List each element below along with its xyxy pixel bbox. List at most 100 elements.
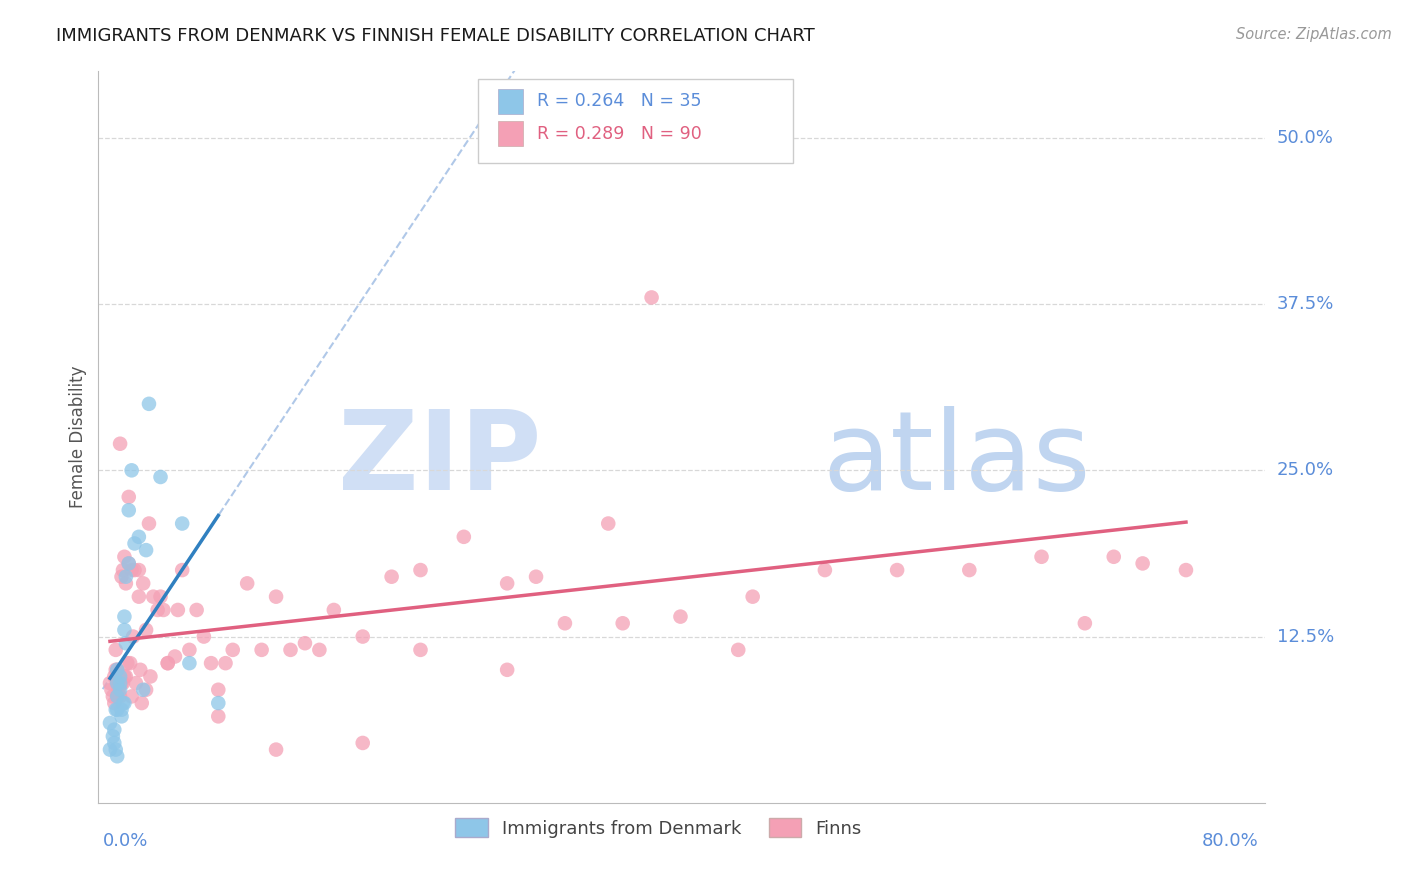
Point	[166, 603, 188, 617]
Point	[669, 609, 692, 624]
Point	[105, 703, 128, 717]
Point	[135, 623, 157, 637]
Point	[264, 590, 287, 604]
Point	[453, 530, 475, 544]
Point	[524, 570, 547, 584]
Point	[98, 742, 121, 756]
Legend: Immigrants from Denmark, Finns: Immigrants from Denmark, Finns	[449, 811, 869, 845]
Point	[118, 490, 141, 504]
Point	[322, 603, 344, 617]
Point	[104, 703, 127, 717]
Text: 25.0%: 25.0%	[1277, 461, 1334, 479]
Point	[612, 616, 634, 631]
Point	[112, 669, 135, 683]
Point	[103, 669, 125, 683]
Point	[352, 630, 374, 644]
Text: 50.0%: 50.0%	[1277, 128, 1333, 147]
Point	[104, 643, 127, 657]
Point	[107, 682, 129, 697]
Point	[957, 563, 980, 577]
Text: Source: ZipAtlas.com: Source: ZipAtlas.com	[1236, 27, 1392, 42]
Point	[886, 563, 908, 577]
Point	[640, 290, 662, 304]
Point	[163, 649, 186, 664]
Point	[115, 636, 138, 650]
Point	[741, 590, 763, 604]
Point	[120, 656, 142, 670]
Point	[250, 643, 273, 657]
Point	[598, 516, 620, 531]
Point	[149, 590, 172, 604]
Y-axis label: Female Disability: Female Disability	[69, 366, 87, 508]
Text: atlas: atlas	[823, 406, 1091, 513]
Point	[132, 682, 155, 697]
Point	[121, 463, 143, 477]
Point	[496, 576, 519, 591]
Text: R = 0.289   N = 90: R = 0.289 N = 90	[537, 125, 702, 143]
Point	[152, 603, 174, 617]
Point	[122, 630, 145, 644]
Point	[111, 563, 134, 577]
Point	[107, 669, 129, 683]
Point	[1175, 563, 1198, 577]
Point	[172, 563, 194, 577]
Point	[135, 543, 157, 558]
Point	[111, 676, 134, 690]
Point	[381, 570, 404, 584]
Point	[110, 676, 132, 690]
Point	[409, 643, 432, 657]
Point	[1074, 616, 1097, 631]
Point	[101, 690, 124, 704]
Point	[814, 563, 837, 577]
Point	[108, 690, 131, 704]
Point	[118, 557, 141, 571]
Point	[115, 669, 138, 683]
Point	[110, 570, 132, 584]
Point	[121, 563, 143, 577]
Point	[118, 503, 141, 517]
Point	[200, 656, 222, 670]
Text: ZIP: ZIP	[339, 406, 541, 513]
Point	[105, 749, 128, 764]
Point	[128, 563, 150, 577]
Point	[118, 557, 141, 571]
Point	[129, 663, 152, 677]
Point	[149, 470, 172, 484]
Point	[1102, 549, 1125, 564]
Point	[112, 549, 135, 564]
Point	[105, 663, 128, 677]
Point	[409, 563, 432, 577]
Point	[1031, 549, 1053, 564]
Point	[179, 643, 201, 657]
Point	[294, 636, 316, 650]
Point	[138, 516, 160, 531]
FancyBboxPatch shape	[498, 89, 523, 114]
Point	[207, 709, 229, 723]
Point	[124, 563, 146, 577]
Point	[124, 536, 146, 550]
Point	[132, 576, 155, 591]
Point	[110, 709, 132, 723]
Point	[172, 516, 194, 531]
Point	[179, 656, 201, 670]
Point	[105, 690, 128, 704]
Point	[115, 576, 138, 591]
Point	[115, 570, 138, 584]
Point	[105, 676, 128, 690]
Point	[128, 530, 150, 544]
Point	[121, 690, 143, 704]
Point	[103, 696, 125, 710]
Point	[207, 682, 229, 697]
Point	[156, 656, 179, 670]
FancyBboxPatch shape	[478, 78, 793, 163]
Point	[146, 603, 169, 617]
Point	[186, 603, 208, 617]
Point	[214, 656, 236, 670]
Point	[105, 663, 128, 677]
Point	[105, 676, 128, 690]
Point	[100, 682, 122, 697]
Point	[554, 616, 576, 631]
Point	[352, 736, 374, 750]
Point	[128, 590, 150, 604]
Text: 37.5%: 37.5%	[1277, 295, 1334, 313]
